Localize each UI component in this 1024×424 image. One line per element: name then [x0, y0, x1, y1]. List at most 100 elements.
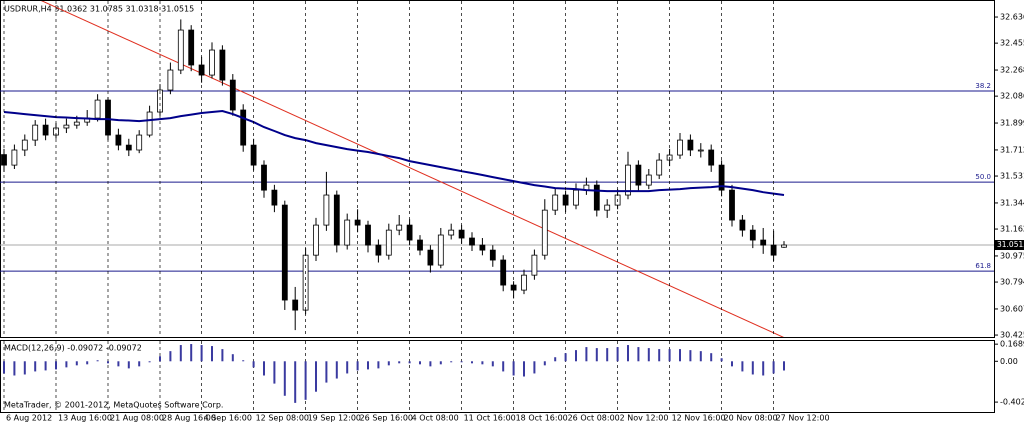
- candle-body: [375, 244, 382, 256]
- candle-body: [781, 244, 787, 248]
- macd-bar: [13, 361, 16, 376]
- macd-bar: [741, 361, 744, 372]
- candle-body: [469, 237, 475, 246]
- candle-body: [271, 189, 278, 206]
- candle-body: [188, 29, 195, 66]
- macd-bar: [679, 349, 681, 362]
- y-tick-label: 31.5310: [1000, 172, 1024, 181]
- macd-bar: [179, 345, 182, 362]
- macd-bar: [294, 361, 297, 403]
- x-tick-label: 19 Sep 12:00: [308, 414, 361, 423]
- macd-bar: [283, 361, 286, 396]
- candle-body: [313, 224, 319, 256]
- y-tick-label: 30.9755: [1000, 251, 1024, 260]
- macd-bar: [575, 350, 577, 362]
- macd-bar: [668, 349, 671, 362]
- candle-body: [250, 144, 257, 166]
- candle-body: [281, 204, 288, 301]
- candle-body: [177, 29, 184, 71]
- candle-body: [396, 224, 403, 231]
- candle-body: [531, 254, 538, 276]
- fib-label: 61.8: [975, 262, 991, 270]
- candle-body: [656, 159, 663, 176]
- x-tick-label: 2 Nov 12:00: [620, 414, 669, 423]
- y-tick-label: 0.16891: [1000, 340, 1024, 349]
- last-price-label: 31.0515: [997, 240, 1024, 249]
- macd-bar: [148, 361, 151, 363]
- candle-body: [333, 194, 340, 246]
- trendline: [40, 1, 784, 337]
- y-tick-label: 30.4255: [1000, 331, 1024, 340]
- macd-bar: [762, 361, 765, 376]
- macd-bar: [200, 345, 203, 362]
- main-panel: [0, 0, 995, 338]
- macd-bar: [699, 351, 702, 362]
- x-tick-label: 26 Oct 08:00: [568, 414, 620, 423]
- candle-body: [115, 134, 122, 146]
- macd-bar: [658, 349, 661, 362]
- candle-body: [157, 89, 163, 113]
- macd-bar: [138, 361, 141, 367]
- y-tick-label: 32.2680: [1000, 66, 1024, 75]
- candle-body: [417, 239, 423, 251]
- macd-bar: [315, 361, 317, 392]
- candle-body: [42, 124, 49, 136]
- candle-body: [365, 224, 371, 246]
- candle-body: [687, 139, 694, 151]
- plot: [0, 1, 994, 337]
- macd-bar: [595, 348, 598, 362]
- y-tick-label: 31.8995: [1000, 119, 1024, 128]
- candle-body: [146, 111, 153, 136]
- candle-body: [437, 234, 444, 266]
- candle-body: [500, 259, 507, 286]
- x-tick-label: 20 Nov 08:00: [724, 414, 778, 423]
- x-tick-label: 4 Sep 16:00: [204, 414, 252, 423]
- macd-bar: [502, 361, 505, 372]
- macd-bar: [471, 361, 473, 364]
- x-tick-label: 6 Aug 2012: [6, 414, 52, 423]
- macd-bar: [450, 361, 453, 363]
- macd-bar: [772, 361, 775, 374]
- macd-bar: [211, 346, 213, 362]
- macd-bar: [491, 361, 494, 367]
- macd-bar: [751, 361, 754, 375]
- candle-body: [292, 299, 299, 311]
- candle-body: [729, 189, 735, 221]
- last-price-box: [995, 240, 1024, 251]
- candle-body: [209, 49, 215, 76]
- candle-body: [427, 249, 434, 266]
- y-tick-label: 31.3440: [1000, 198, 1024, 207]
- candle-body: [240, 109, 247, 146]
- macd-bar: [252, 361, 255, 368]
- candle-body: [136, 134, 143, 151]
- candle-body: [645, 174, 652, 186]
- x-tick-label: 28 Aug 16:00: [162, 414, 216, 423]
- y-tick-label: 32.6365: [1000, 13, 1024, 22]
- footer: MetaTrader, © 2001-2012, MetaQuotes Soft…: [4, 401, 223, 410]
- moving-average: [3, 109, 785, 196]
- x-tick-label: 4 Oct 08:00: [412, 414, 459, 423]
- chart-title: USDRUR,H4 31.0362 31.0785 31.0318 31.051…: [4, 5, 194, 14]
- macd-bar: [169, 351, 172, 362]
- macd-bar: [221, 349, 224, 362]
- macd-bar: [731, 361, 733, 367]
- macd-bar: [273, 361, 276, 384]
- macd-bar: [637, 347, 640, 362]
- candle-body: [697, 149, 704, 152]
- candle-body: [125, 144, 132, 151]
- candle-body: [63, 124, 70, 129]
- macd-bar: [627, 345, 629, 362]
- macd-bar: [231, 354, 234, 362]
- macd-bar: [304, 361, 307, 400]
- macd-bar: [34, 361, 37, 372]
- macd-bar: [439, 361, 442, 365]
- fib-label: 50.0: [975, 173, 991, 181]
- macd-bar: [689, 350, 692, 362]
- macd-bar: [356, 361, 359, 371]
- macd-bar: [55, 361, 57, 370]
- macd-bar: [543, 361, 546, 366]
- candle-body: [323, 194, 330, 226]
- x-tick-label: 12 Nov 16:00: [672, 414, 726, 423]
- candle-body: [21, 139, 28, 151]
